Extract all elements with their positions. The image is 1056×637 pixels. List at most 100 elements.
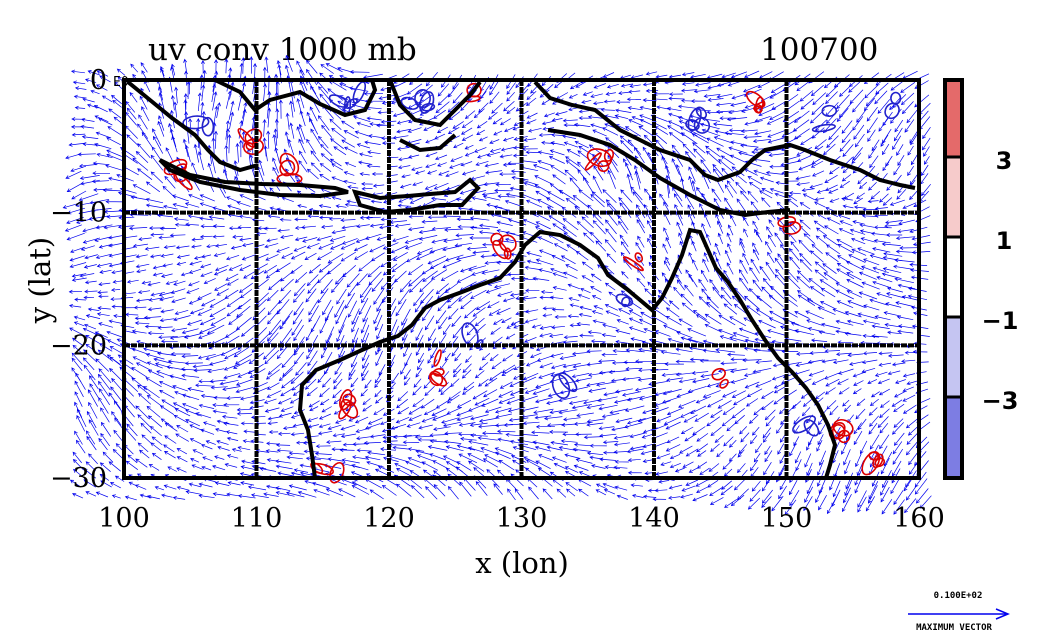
divergence-contour <box>792 415 817 434</box>
wind-vector <box>678 232 684 244</box>
wind-vector <box>216 288 229 296</box>
wind-vector <box>902 373 916 378</box>
wind-vector <box>361 186 373 191</box>
wind-vector <box>274 91 279 110</box>
wind-vector <box>844 310 862 318</box>
wind-vector <box>299 150 308 165</box>
wind-vector <box>315 444 331 449</box>
wind-vector <box>780 161 799 167</box>
wind-vector <box>675 273 682 284</box>
wind-vector <box>214 455 225 460</box>
wind-vector <box>353 244 368 252</box>
wind-vector <box>268 278 282 291</box>
wind-vector <box>878 388 890 396</box>
wind-vector <box>351 308 360 325</box>
wind-vector <box>711 188 722 202</box>
wind-vector <box>407 447 425 452</box>
wind-vector <box>767 251 775 264</box>
wind-vector <box>232 234 243 239</box>
wind-vector <box>578 109 590 114</box>
wind-vector <box>171 135 178 153</box>
wind-vector <box>878 117 889 132</box>
wind-vector <box>759 190 773 199</box>
wind-vector <box>226 296 241 307</box>
wind-vector <box>716 220 724 234</box>
wind-vector <box>435 399 450 409</box>
wind-vector <box>768 294 784 307</box>
wind-vector <box>667 120 683 128</box>
wind-vector <box>623 360 643 365</box>
wind-vector <box>539 249 555 257</box>
divergence-contour <box>551 373 571 399</box>
wind-vector <box>250 415 266 420</box>
wind-vector <box>665 256 671 266</box>
wind-vector <box>573 464 589 471</box>
convergence-contour <box>711 367 726 381</box>
wind-vector <box>310 85 321 103</box>
wind-vector <box>502 354 513 362</box>
wind-vector <box>135 298 150 303</box>
wind-vector <box>901 101 914 115</box>
wind-vector <box>456 444 476 451</box>
wind-vector <box>857 247 875 255</box>
wind-vector <box>331 195 342 200</box>
wind-vector <box>478 378 489 387</box>
wind-vector <box>418 424 433 430</box>
wind-vector <box>282 426 296 431</box>
wind-vector <box>592 213 604 226</box>
wind-vector <box>141 106 150 122</box>
wind-vector <box>475 481 488 496</box>
wind-vector <box>576 321 590 326</box>
wind-vector <box>532 388 550 396</box>
wind-vector <box>496 429 516 434</box>
wind-vector <box>699 203 707 216</box>
wind-vector <box>112 99 122 108</box>
wind-vector <box>630 337 646 343</box>
wind-vector <box>185 490 202 495</box>
wind-vector <box>449 163 463 169</box>
wind-vector <box>370 252 385 262</box>
wind-vector <box>705 145 721 158</box>
wind-vector <box>468 265 487 272</box>
wind-vector <box>751 480 761 492</box>
wind-vector <box>703 213 711 228</box>
wind-vector <box>765 240 773 253</box>
wind-vector <box>473 108 485 119</box>
wind-vector <box>145 181 161 193</box>
wind-vector <box>724 499 737 508</box>
wind-vector <box>688 273 698 288</box>
wind-vector <box>160 273 173 278</box>
wind-vector <box>272 166 282 183</box>
wind-vector <box>323 333 333 351</box>
wind-vector <box>348 362 358 377</box>
wind-vector <box>191 237 203 242</box>
wind-vector <box>240 481 255 486</box>
wind-vector <box>416 247 433 255</box>
y-tick-label: −20 <box>50 330 107 361</box>
wind-vector <box>838 102 853 118</box>
wind-vector <box>325 488 344 497</box>
wind-vector <box>173 280 186 286</box>
wind-vector <box>464 110 476 119</box>
wind-vector <box>892 448 903 465</box>
wind-vector <box>154 485 165 491</box>
wind-vector <box>723 269 732 284</box>
wind-vector <box>298 123 306 141</box>
wind-vector <box>551 118 563 122</box>
wind-vector <box>797 294 816 306</box>
wind-vector <box>825 252 839 263</box>
wind-vector <box>183 333 202 339</box>
wind-vector <box>843 192 855 200</box>
wind-vector <box>193 255 203 260</box>
wind-vector <box>421 415 438 423</box>
wind-vector <box>200 443 213 450</box>
wind-vector <box>743 135 762 140</box>
wind-vector <box>854 477 863 494</box>
wind-vector <box>163 444 175 453</box>
wind-vector <box>870 190 881 200</box>
wind-vector <box>509 186 526 192</box>
wind-vector <box>507 161 524 166</box>
wind-vector <box>264 56 269 73</box>
wind-vector <box>143 386 160 399</box>
wind-vector <box>837 214 851 220</box>
